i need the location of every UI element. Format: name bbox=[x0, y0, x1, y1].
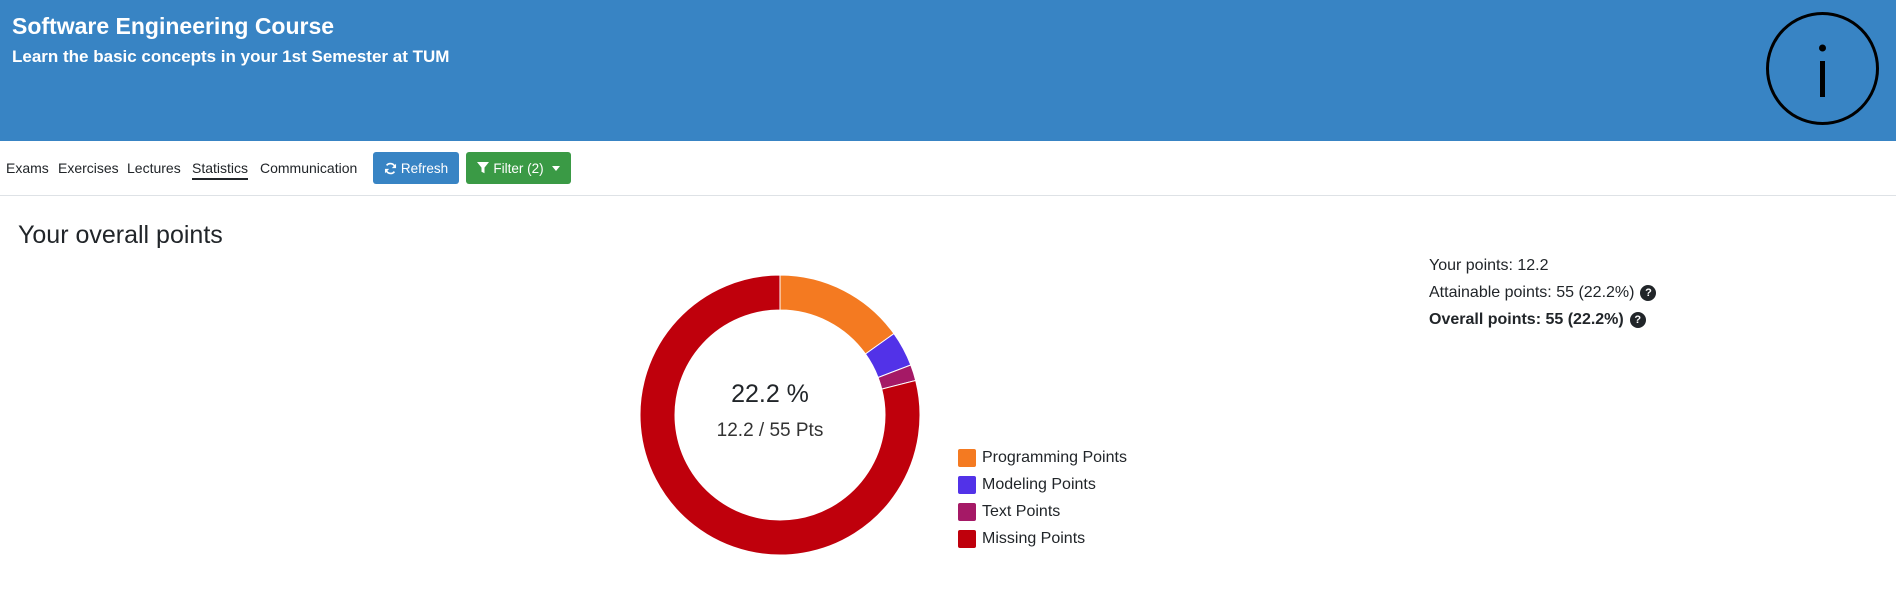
info-icon[interactable] bbox=[1766, 12, 1879, 125]
legend-label: Missing Points bbox=[982, 530, 1086, 547]
filter-icon bbox=[477, 162, 490, 174]
tab-exams[interactable]: Exams bbox=[6, 160, 49, 176]
filter-dropdown-button[interactable]: Filter (2) bbox=[466, 152, 571, 184]
refresh-button[interactable]: Refresh bbox=[373, 152, 459, 184]
question-circle-icon[interactable]: ? bbox=[1629, 312, 1646, 328]
legend-swatch bbox=[958, 449, 976, 467]
legend-swatch bbox=[958, 503, 976, 521]
chevron-down-icon bbox=[551, 165, 560, 171]
legend-item-programming-points[interactable]: Programming Points bbox=[958, 447, 1127, 469]
your-points-text: Your points: 12.2 bbox=[1429, 257, 1549, 274]
legend-item-text-points[interactable]: Text Points bbox=[958, 501, 1060, 523]
tab-lectures[interactable]: Lectures bbox=[127, 160, 181, 176]
donut-slice-programming-points[interactable] bbox=[779, 274, 895, 355]
donut-slice-missing-points[interactable] bbox=[639, 274, 921, 556]
legend-label: Modeling Points bbox=[982, 476, 1096, 493]
chart-center-points: 12.2 / 55 Pts bbox=[716, 420, 824, 441]
course-title: Software Engineering Course bbox=[12, 13, 335, 39]
attainable-points-text: Attainable points: 55 (22.2%) ? bbox=[1429, 284, 1657, 302]
legend-label: Programming Points bbox=[982, 449, 1127, 466]
legend-item-missing-points[interactable]: Missing Points bbox=[958, 528, 1085, 550]
tab-statistics[interactable]: Statistics bbox=[192, 160, 249, 180]
tab-communication[interactable]: Communication bbox=[260, 160, 358, 176]
refresh-icon bbox=[384, 162, 397, 175]
legend-swatch bbox=[958, 476, 976, 494]
course-subtitle: Learn the basic concepts in your 1st Sem… bbox=[12, 47, 450, 66]
filter-label: Filter (2) bbox=[493, 160, 544, 176]
refresh-label: Refresh bbox=[400, 160, 449, 176]
legend-item-modeling-points[interactable]: Modeling Points bbox=[958, 474, 1096, 496]
points-donut-chart bbox=[639, 274, 921, 556]
legend-label: Text Points bbox=[982, 503, 1061, 520]
tab-exercises[interactable]: Exercises bbox=[58, 160, 119, 176]
course-header: Software Engineering Course Learn the ba… bbox=[0, 0, 1896, 141]
overall-points-text: Overall points: 55 (22.2%) ? bbox=[1429, 311, 1646, 329]
course-navbar: Exams Exercises Lectures Statistics Comm… bbox=[0, 141, 1896, 196]
section-title: Your overall points bbox=[18, 221, 223, 249]
question-circle-icon[interactable]: ? bbox=[1640, 285, 1657, 301]
chart-center-percent: 22.2 % bbox=[731, 380, 809, 408]
legend-swatch bbox=[958, 530, 976, 548]
